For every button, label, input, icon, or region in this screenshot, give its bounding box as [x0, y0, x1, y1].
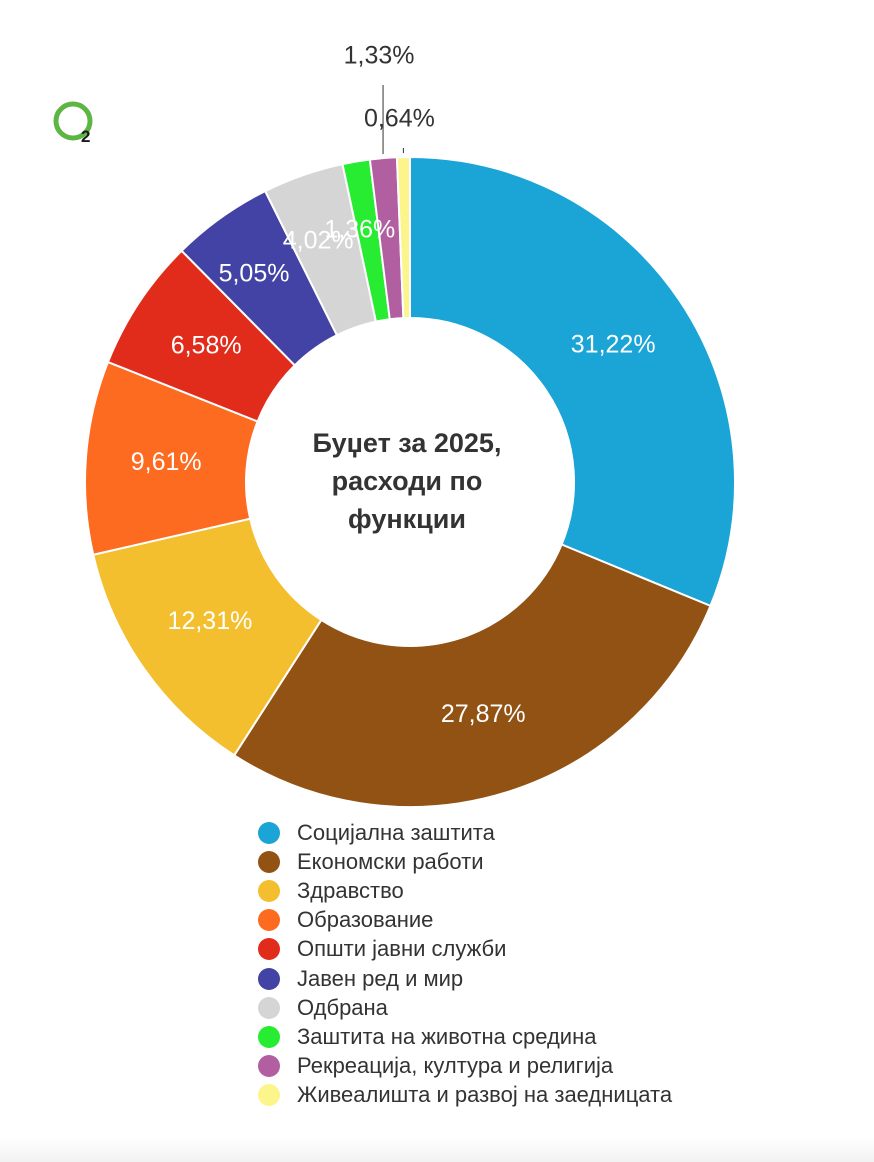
slice-value-label: 31,22% — [571, 331, 656, 359]
legend-swatch-icon — [258, 850, 280, 873]
slice-value-label: 12,31% — [168, 607, 253, 635]
legend-swatch-icon — [258, 1084, 280, 1107]
legend-label: Заштита на животна средина — [297, 1023, 597, 1049]
chart-title-line: функции — [348, 504, 466, 534]
slice-value-label: 1,36% — [324, 216, 395, 244]
legend-label: Живеалишта и развој на заедницата — [297, 1082, 673, 1108]
legend-swatch-icon — [258, 1055, 280, 1078]
page-bottom-edge — [0, 1137, 874, 1162]
logo-subscript: 2 — [81, 127, 90, 144]
donut-slice[interactable] — [232, 543, 712, 808]
slice-value-label: 1,33% — [344, 42, 415, 70]
slice-value-label: 5,05% — [219, 260, 290, 288]
legend-item[interactable]: Одбрана — [258, 993, 672, 1022]
label-leader-lines — [382, 85, 404, 155]
legend-item[interactable]: Образование — [258, 906, 672, 935]
legend-item[interactable]: Јавен ред и мир — [258, 964, 672, 993]
slice-value-label: 9,61% — [131, 448, 202, 476]
legend-swatch-icon — [258, 879, 280, 902]
legend-item[interactable]: Рекреација, култура и религија — [258, 1052, 672, 1081]
legend-label: Здравство — [297, 877, 404, 903]
o2-logo-icon: 2 — [53, 101, 93, 144]
legend-item[interactable]: Социјална заштита — [258, 818, 672, 847]
slice-value-label: 27,87% — [441, 700, 526, 728]
legend-swatch-icon — [258, 821, 280, 844]
legend-label: Социјална заштита — [297, 819, 495, 845]
legend-swatch-icon — [258, 909, 280, 932]
logo-ring — [53, 101, 93, 141]
slice-value-label: 4,02% — [283, 226, 354, 254]
legend-label: Одбрана — [297, 994, 388, 1020]
legend-item[interactable]: Заштита на животна средина — [258, 1022, 672, 1051]
legend-item[interactable]: Живеалишта и развој на заедницата — [258, 1081, 672, 1110]
slice-value-label: 6,58% — [171, 332, 242, 360]
legend-label: Економски работи — [297, 848, 484, 874]
legend-label: Општи јавни служби — [297, 936, 507, 962]
legend-item[interactable]: Економски работи — [258, 847, 672, 876]
donut-hole — [247, 319, 573, 645]
legend-item[interactable]: Општи јавни служби — [258, 935, 672, 964]
donut-slice[interactable] — [409, 155, 736, 608]
legend-swatch-icon — [258, 1025, 280, 1048]
donut-slices — [84, 155, 736, 808]
legend-label: Рекреација, култура и религија — [297, 1053, 614, 1079]
legend-label: Јавен ред и мир — [297, 965, 464, 991]
slice-value-label: 0,64% — [364, 105, 435, 133]
chart-title-line: Буџет за 2025, — [312, 428, 502, 458]
legend-label: Образование — [297, 907, 434, 933]
legend-swatch-icon — [258, 967, 280, 990]
legend-swatch-icon — [258, 938, 280, 961]
legend-swatch-icon — [258, 996, 280, 1019]
legend-item[interactable]: Здравство — [258, 876, 672, 905]
slice-labels: 31,22%27,87%12,31%9,61%6,58%5,05%4,02%1,… — [131, 42, 656, 728]
chart-title-line: расходи по — [331, 466, 483, 496]
donut-slice[interactable] — [92, 517, 323, 757]
chart-legend: Социјална заштита Економски работи Здравст… — [258, 818, 672, 1110]
donut-slice[interactable] — [395, 155, 411, 320]
chart-title: Буџет за 2025, расходи по функции — [276, 424, 538, 538]
